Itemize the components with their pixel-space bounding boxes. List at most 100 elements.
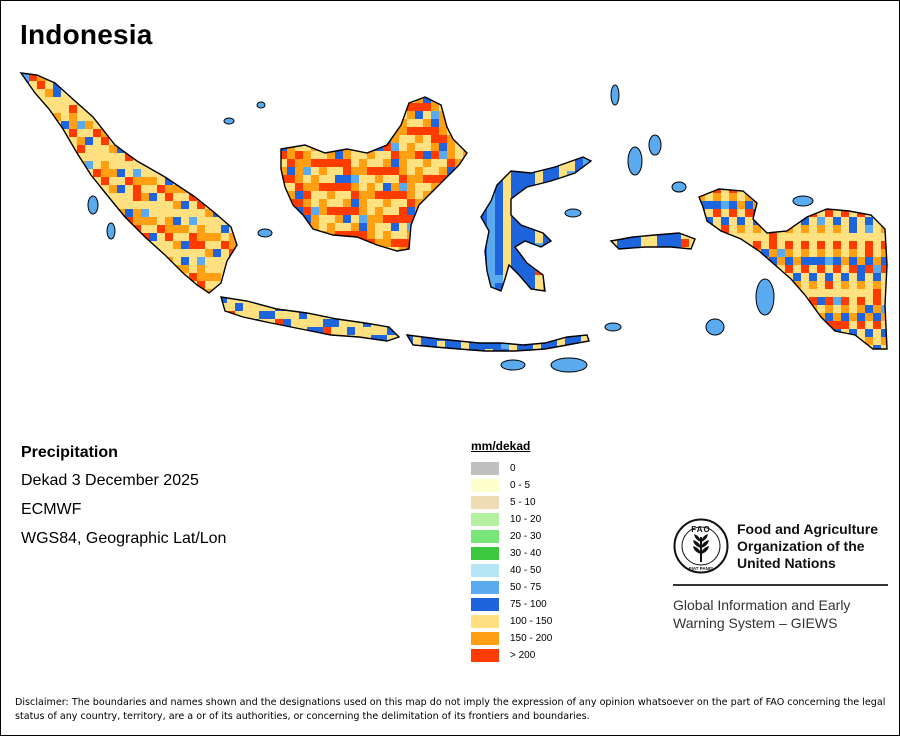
precip-cell xyxy=(101,81,109,89)
precip-cell xyxy=(85,153,93,161)
precip-cell xyxy=(343,215,351,223)
precip-cell xyxy=(221,177,229,185)
precip-cell xyxy=(543,187,551,195)
precip-cell xyxy=(189,89,197,97)
precip-cell xyxy=(53,217,61,225)
precip-cell xyxy=(221,161,229,169)
precip-cell xyxy=(383,143,391,151)
precip-cell xyxy=(157,281,165,289)
precip-cell xyxy=(303,183,311,191)
precip-cell xyxy=(447,159,455,167)
precip-cell xyxy=(85,249,93,257)
precip-cell xyxy=(213,97,221,105)
precip-cell xyxy=(481,171,487,179)
precip-cell xyxy=(133,89,141,97)
precip-cell xyxy=(769,257,777,265)
precip-cell xyxy=(407,239,415,247)
precip-cell xyxy=(149,121,157,129)
precip-cell xyxy=(713,257,721,265)
precip-cell xyxy=(77,193,85,201)
precip-cell xyxy=(833,201,841,209)
precip-cell xyxy=(881,249,887,257)
precip-cell xyxy=(591,155,599,163)
precip-cell xyxy=(61,105,69,113)
precip-cell xyxy=(407,335,413,341)
precip-cell xyxy=(713,281,721,289)
precip-cell xyxy=(439,191,447,199)
precip-cell xyxy=(413,335,421,341)
precip-cell xyxy=(761,201,769,209)
precip-cell xyxy=(439,97,447,103)
precip-cell xyxy=(45,185,53,193)
precip-cell xyxy=(761,241,769,249)
precip-cell xyxy=(29,177,37,185)
precip-cell xyxy=(713,189,721,193)
precip-cell xyxy=(45,225,53,233)
precip-cell xyxy=(45,281,53,289)
precip-cell xyxy=(53,241,61,249)
precip-cell xyxy=(117,105,125,113)
precip-cell xyxy=(881,189,887,193)
precip-cell xyxy=(487,157,495,163)
precip-cell xyxy=(189,249,197,257)
precip-cell xyxy=(865,265,873,273)
precip-cell xyxy=(165,73,173,81)
precip-cell xyxy=(327,223,335,231)
precip-cell xyxy=(221,257,229,265)
precip-cell xyxy=(589,341,597,349)
precip-cell xyxy=(205,137,213,145)
precip-cell xyxy=(833,241,841,249)
precip-cell xyxy=(551,243,559,251)
precip-cell xyxy=(351,223,359,231)
precip-cell xyxy=(399,191,407,199)
precip-cell xyxy=(323,327,331,335)
precip-cell xyxy=(487,235,495,243)
precip-cell xyxy=(745,233,753,241)
precip-cell xyxy=(559,187,567,195)
precip-cell xyxy=(173,241,181,249)
precip-cell xyxy=(713,193,721,201)
precip-cell xyxy=(311,207,319,215)
precip-cell xyxy=(21,241,29,249)
precip-cell xyxy=(189,225,197,233)
precip-cell xyxy=(189,289,197,293)
precip-cell xyxy=(423,223,431,231)
precip-cell xyxy=(165,249,173,257)
precip-cell xyxy=(641,239,649,247)
precip-cell xyxy=(53,153,61,161)
precip-cell xyxy=(93,137,101,145)
precip-cell xyxy=(881,337,887,345)
precip-cell xyxy=(447,143,455,151)
precip-cell xyxy=(567,227,575,235)
precip-cell xyxy=(85,217,93,225)
precip-cell xyxy=(721,225,729,233)
precip-cell xyxy=(387,327,395,335)
precip-cell xyxy=(511,157,519,163)
precip-cell xyxy=(149,201,157,209)
precip-cell xyxy=(213,289,221,293)
precip-cell xyxy=(173,193,181,201)
precip-cell xyxy=(287,135,295,143)
island-shape xyxy=(705,318,725,336)
precip-cell xyxy=(205,241,213,249)
precip-cell xyxy=(165,241,173,249)
precip-cell xyxy=(583,251,591,259)
precip-cell xyxy=(205,73,213,81)
precip-cell xyxy=(339,327,347,335)
precip-cell xyxy=(53,209,61,217)
precip-cell xyxy=(29,185,37,193)
precip-cell xyxy=(575,157,583,163)
precip-cell xyxy=(213,113,221,121)
precip-cell xyxy=(865,193,873,201)
precip-cell xyxy=(281,159,287,167)
precip-cell xyxy=(849,189,857,193)
precip-cell xyxy=(61,161,69,169)
precip-cell xyxy=(481,163,487,171)
precip-cell xyxy=(559,275,567,283)
precip-cell xyxy=(527,267,535,275)
precip-cell xyxy=(85,177,93,185)
precip-cell xyxy=(157,137,165,145)
precip-cell xyxy=(721,297,729,305)
precip-cell xyxy=(705,209,713,217)
precip-cell xyxy=(383,231,391,239)
